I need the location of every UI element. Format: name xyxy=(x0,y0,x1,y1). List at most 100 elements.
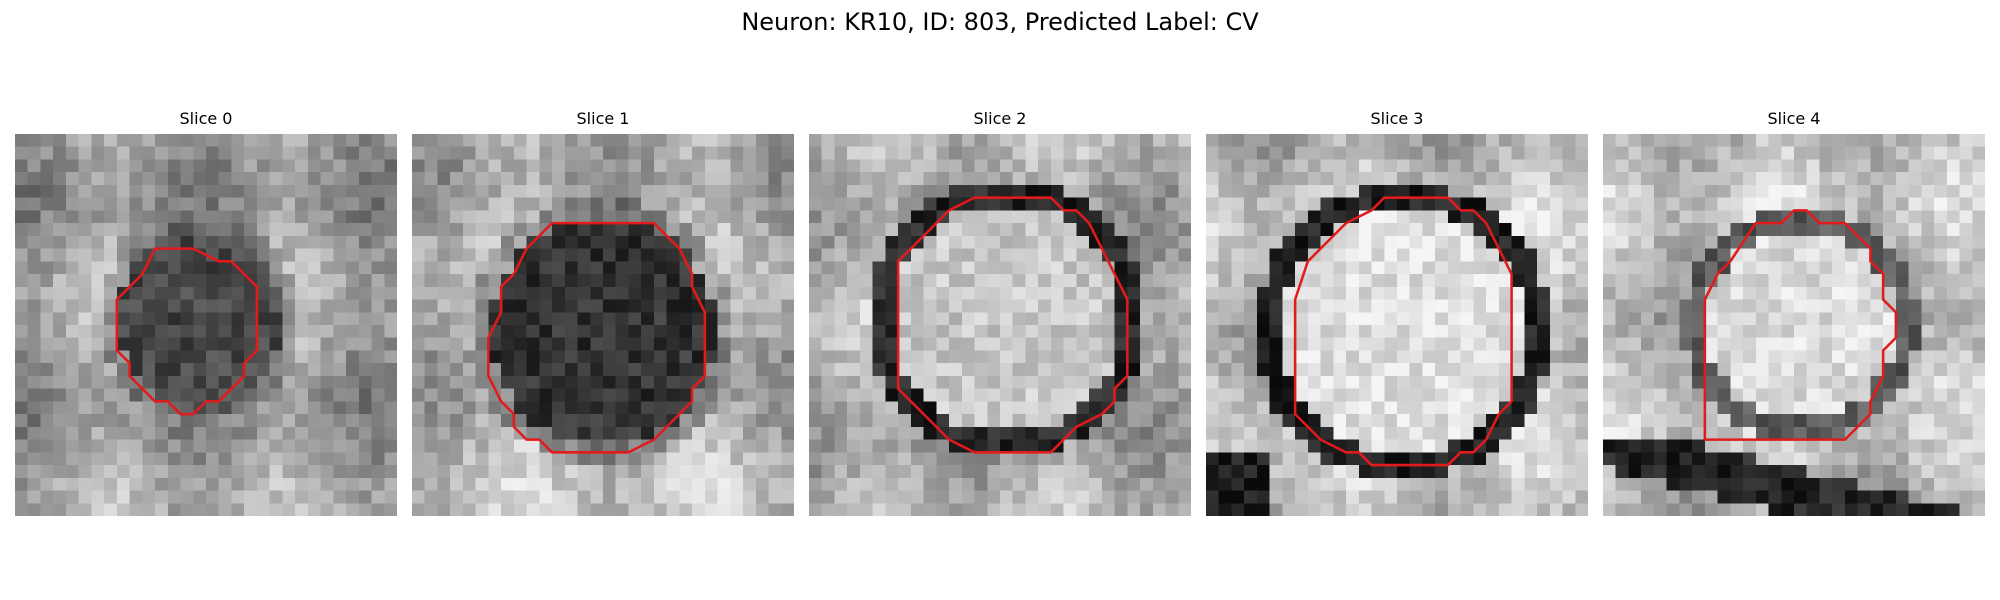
pixel xyxy=(1384,146,1398,160)
pixel xyxy=(53,325,67,338)
pixel xyxy=(1959,375,1973,389)
pixel xyxy=(1295,325,1309,338)
pixel xyxy=(717,261,731,275)
pixel xyxy=(180,350,194,364)
pixel xyxy=(679,210,693,224)
pixel xyxy=(743,375,757,389)
pixel xyxy=(1806,363,1820,377)
pixel xyxy=(1870,274,1884,288)
pixel xyxy=(961,172,975,186)
pixel xyxy=(1269,248,1283,262)
pixel xyxy=(1537,477,1551,491)
pixel xyxy=(1549,184,1563,198)
pixel xyxy=(1717,235,1731,249)
pixel xyxy=(1832,286,1846,300)
pixel xyxy=(412,401,425,415)
pixel xyxy=(206,172,219,186)
pixel xyxy=(768,490,782,504)
pixel xyxy=(666,452,680,466)
pixel xyxy=(282,235,296,249)
pixel xyxy=(1025,299,1039,313)
pixel xyxy=(717,490,731,504)
pixel xyxy=(1333,414,1347,428)
pixel xyxy=(193,439,207,453)
pixel xyxy=(974,146,988,160)
pixel xyxy=(1295,350,1309,364)
pixel xyxy=(1794,414,1807,428)
pixel xyxy=(704,184,718,198)
pixel xyxy=(78,261,92,275)
pixel xyxy=(898,274,912,288)
pixel xyxy=(307,134,321,147)
pixel xyxy=(590,337,604,351)
pixel xyxy=(104,159,118,173)
pixel xyxy=(936,401,950,415)
pixel xyxy=(577,134,591,147)
pixel xyxy=(488,375,502,389)
pixel xyxy=(1422,337,1436,351)
pixel xyxy=(1934,261,1948,275)
pixel xyxy=(1269,184,1283,198)
pixel xyxy=(910,146,924,160)
pixel xyxy=(961,414,975,428)
pixel xyxy=(666,159,680,173)
pixel xyxy=(1038,286,1052,300)
pixel xyxy=(1895,401,1909,415)
pixel xyxy=(1972,248,1985,262)
pixel xyxy=(358,261,372,275)
pixel xyxy=(1256,337,1270,351)
pixel xyxy=(641,426,655,440)
pixel xyxy=(40,223,54,237)
slice-panel-2: Slice 2 xyxy=(809,108,1191,516)
pixel xyxy=(1140,235,1154,249)
pixel xyxy=(1692,210,1706,224)
slice-panel-1: Slice 1 xyxy=(412,108,794,516)
pixel xyxy=(1307,363,1321,377)
pixel xyxy=(1371,274,1385,288)
pixel xyxy=(1114,248,1128,262)
pixel xyxy=(180,388,194,402)
pixel xyxy=(1603,286,1616,300)
pixel xyxy=(1537,223,1551,237)
pixel xyxy=(40,274,54,288)
pixel xyxy=(768,286,782,300)
pixel xyxy=(1781,134,1795,147)
pixel xyxy=(15,235,28,249)
pixel xyxy=(40,146,54,160)
pixel xyxy=(1050,134,1064,147)
pixel xyxy=(1549,375,1563,389)
pixel xyxy=(1089,197,1103,211)
pixel xyxy=(1244,312,1258,326)
pixel xyxy=(1857,134,1871,147)
pixel xyxy=(923,172,937,186)
pixel xyxy=(872,490,886,504)
pixel xyxy=(679,274,693,288)
pixel xyxy=(282,184,296,198)
pixel xyxy=(872,452,886,466)
pixel xyxy=(1460,490,1474,504)
pixel xyxy=(307,477,321,491)
pixel xyxy=(1025,159,1039,173)
pixel xyxy=(872,172,886,186)
pixel xyxy=(1346,503,1360,516)
pixel xyxy=(885,325,899,338)
pixel xyxy=(206,477,219,491)
pixel xyxy=(501,146,515,160)
pixel xyxy=(936,274,950,288)
pixel xyxy=(603,414,616,428)
pixel xyxy=(1397,401,1410,415)
pixel xyxy=(1460,261,1474,275)
pixel xyxy=(1384,134,1398,147)
pixel xyxy=(1178,465,1191,479)
pixel xyxy=(53,172,67,186)
pixel xyxy=(269,223,283,237)
pixel xyxy=(269,172,283,186)
pixel xyxy=(539,337,553,351)
pixel xyxy=(1127,477,1141,491)
pixel xyxy=(462,414,476,428)
pixel xyxy=(1178,274,1191,288)
pixel xyxy=(282,363,296,377)
pixel xyxy=(450,235,464,249)
pixel xyxy=(1114,388,1128,402)
pixel xyxy=(1076,388,1090,402)
